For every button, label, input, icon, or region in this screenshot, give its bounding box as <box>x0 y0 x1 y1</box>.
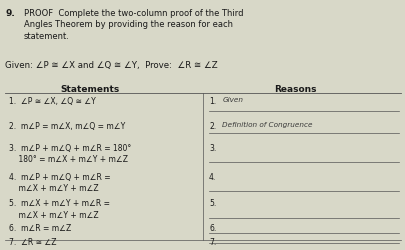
Text: 5.: 5. <box>209 200 216 208</box>
Text: 6.: 6. <box>209 224 216 233</box>
Text: 3.: 3. <box>209 144 216 152</box>
Text: 1.: 1. <box>209 98 215 106</box>
Text: Given: Given <box>222 98 243 103</box>
Text: 1.  ∠P ≅ ∠X, ∠Q ≅ ∠Y: 1. ∠P ≅ ∠X, ∠Q ≅ ∠Y <box>9 98 96 106</box>
Text: Statements: Statements <box>60 85 119 94</box>
Text: Reasons: Reasons <box>274 85 316 94</box>
Text: 9.: 9. <box>5 9 15 18</box>
Text: 4.: 4. <box>209 173 216 182</box>
Text: 6.  m∠R = m∠Z: 6. m∠R = m∠Z <box>9 224 72 233</box>
Text: PROOF  Complete the two-column proof of the Third
Angles Theorem by providing th: PROOF Complete the two-column proof of t… <box>23 9 243 41</box>
Text: Given: ∠P ≅ ∠X and ∠Q ≅ ∠Y,  Prove:  ∠R ≅ ∠Z: Given: ∠P ≅ ∠X and ∠Q ≅ ∠Y, Prove: ∠R ≅ … <box>5 61 217 70</box>
Text: 2.: 2. <box>209 122 215 131</box>
Text: 5.  m∠X + m∠Y + m∠R =
    m∠X + m∠Y + m∠Z: 5. m∠X + m∠Y + m∠R = m∠X + m∠Y + m∠Z <box>9 200 110 220</box>
Text: 7.  ∠R ≅ ∠Z: 7. ∠R ≅ ∠Z <box>9 238 57 247</box>
Text: 7.: 7. <box>209 238 216 247</box>
Text: 2.  m∠P = m∠X, m∠Q = m∠Y: 2. m∠P = m∠X, m∠Q = m∠Y <box>9 122 126 131</box>
Text: Definition of Congruence: Definition of Congruence <box>222 122 312 128</box>
Text: 4.  m∠P + m∠Q + m∠R =
    m∠X + m∠Y + m∠Z: 4. m∠P + m∠Q + m∠R = m∠X + m∠Y + m∠Z <box>9 173 111 193</box>
Text: 3.  m∠P + m∠Q + m∠R = 180°
    180° = m∠X + m∠Y + m∠Z: 3. m∠P + m∠Q + m∠R = 180° 180° = m∠X + m… <box>9 144 131 164</box>
